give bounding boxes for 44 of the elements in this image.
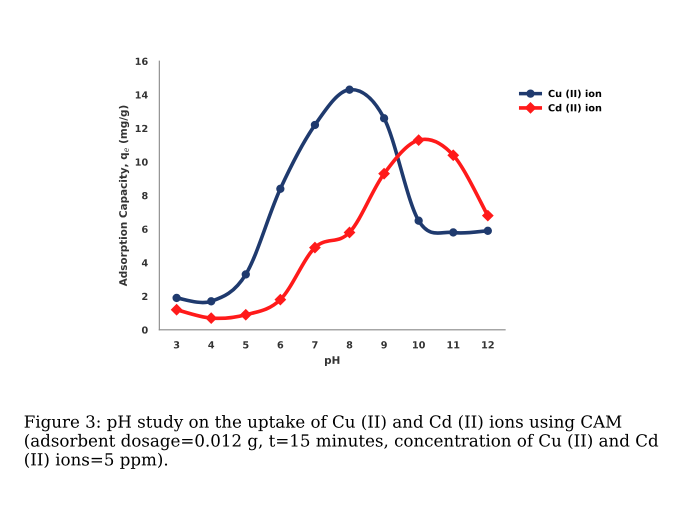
x-tick-label: 10 bbox=[412, 341, 425, 348]
x-tick-label: 9 bbox=[381, 341, 387, 348]
point bbox=[276, 184, 285, 193]
point bbox=[242, 270, 250, 279]
x-tick-label: 12 bbox=[482, 341, 494, 348]
x-tick-label: 6 bbox=[278, 341, 284, 348]
x-axis-title: pH bbox=[325, 356, 340, 366]
point bbox=[207, 297, 216, 306]
point bbox=[206, 312, 217, 324]
y-tick-label: 14 bbox=[136, 91, 148, 98]
point bbox=[344, 226, 356, 238]
legend-label: Cd (II) ion bbox=[548, 104, 602, 113]
y-tick-label: 8 bbox=[142, 192, 148, 200]
y-tick-label: 12 bbox=[136, 124, 148, 132]
y-tick-label: 4 bbox=[142, 259, 148, 266]
point bbox=[240, 309, 252, 320]
y-tick-label: 16 bbox=[136, 58, 148, 66]
point bbox=[484, 226, 492, 235]
y-tick-label: 0 bbox=[142, 326, 148, 334]
x-tick-label: 3 bbox=[174, 341, 180, 348]
x-tick-label: 4 bbox=[208, 341, 214, 348]
y-tick-label: 2 bbox=[142, 292, 148, 300]
legend-label: Cu (II) ion bbox=[548, 90, 602, 98]
point bbox=[310, 120, 320, 130]
x-tick-label: 7 bbox=[312, 341, 318, 348]
point bbox=[378, 168, 390, 180]
point bbox=[309, 242, 321, 254]
point bbox=[345, 86, 354, 94]
point bbox=[482, 210, 494, 222]
x-tick-label: 11 bbox=[448, 341, 460, 348]
x-tick-label: 8 bbox=[346, 341, 352, 348]
caption: Figure 3: pH study on the uptake of Cu (II) and Cd (II) ions using CAM (adsorbent dosage=0.012 g, t=15 minutes, concentration of Cu (II) and Cd (II) ions=5 ppm). bbox=[24, 414, 658, 469]
point bbox=[274, 294, 286, 306]
point bbox=[172, 294, 181, 302]
x-tick-label: 5 bbox=[243, 341, 248, 348]
y-tick-label: 6 bbox=[142, 226, 148, 233]
y-tick-label: 10 bbox=[136, 158, 148, 166]
point bbox=[171, 304, 182, 316]
point bbox=[380, 114, 388, 122]
point bbox=[413, 134, 424, 146]
y-axis-title: Adsorption Capacity, q$_{e}$ (mg/g) bbox=[118, 106, 130, 286]
point bbox=[414, 216, 423, 225]
point bbox=[448, 150, 459, 161]
point bbox=[449, 228, 458, 237]
